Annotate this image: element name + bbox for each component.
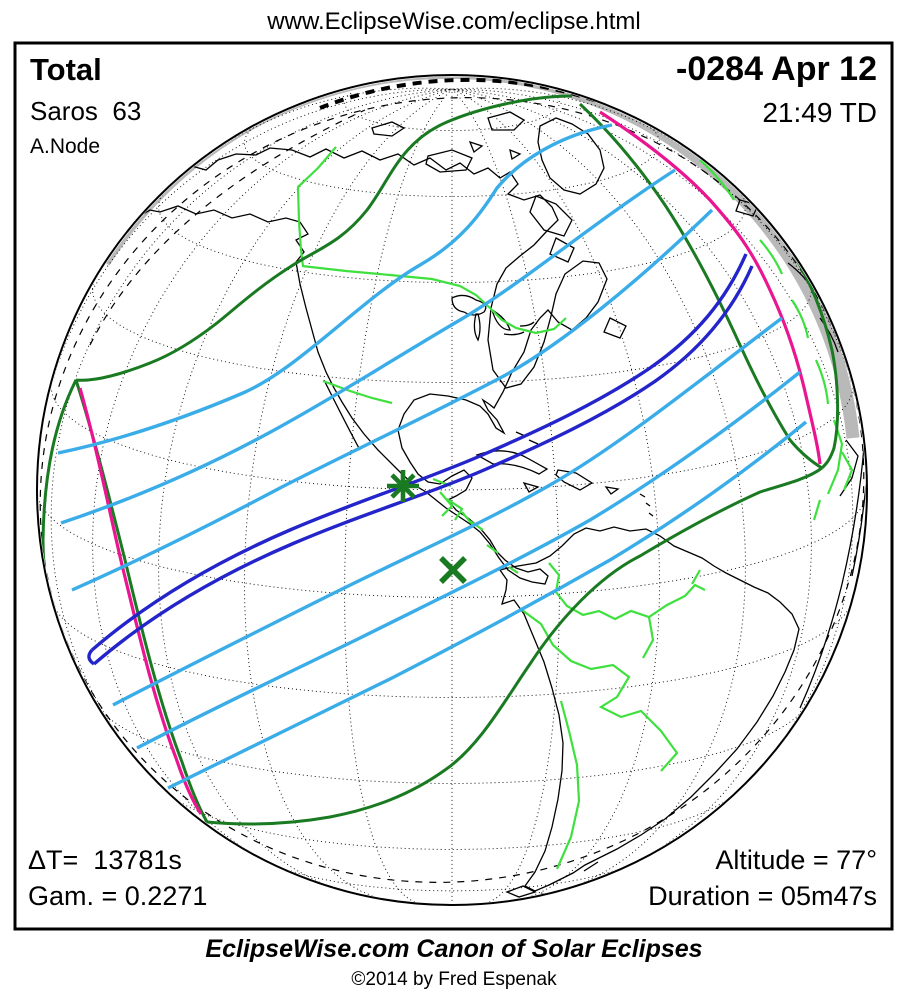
- duration-value: Duration = 05m47s: [648, 881, 877, 911]
- map-frame-border: [13, 41, 894, 931]
- graticule-lines: [38, 87, 866, 904]
- gamma-value: Gam. = 0.2271: [28, 881, 208, 911]
- globe-limb: [36, 74, 868, 906]
- eclipse-date: -0284 Apr 12: [676, 50, 877, 88]
- copyright-line: ©2014 by Fred Espenak: [351, 969, 557, 990]
- eclipse-time: 21:49 TD: [762, 97, 877, 128]
- umbra-path-lines: [87, 253, 754, 666]
- coastlines: [117, 111, 866, 898]
- node-label: A.Node: [30, 135, 101, 158]
- altitude-value: Altitude = 77°: [715, 845, 877, 875]
- globe-disk: [37, 75, 867, 905]
- delta-t-value: ΔT= 13781s: [28, 845, 182, 875]
- canon-title: EclipseWise.com Canon of Solar Eclipses: [205, 935, 703, 963]
- eclipse-curves: [41, 90, 840, 826]
- saros-label: Saros 63: [30, 96, 142, 126]
- magnitude-contour-lines: [57, 123, 808, 790]
- eclipse-type-label: Total: [30, 52, 102, 87]
- graticule: [38, 87, 866, 904]
- site-url: www.EclipseWise.com/eclipse.html: [267, 8, 641, 35]
- greatest-eclipse-marker: [387, 470, 419, 502]
- sub-solar-point-marker: [439, 556, 467, 584]
